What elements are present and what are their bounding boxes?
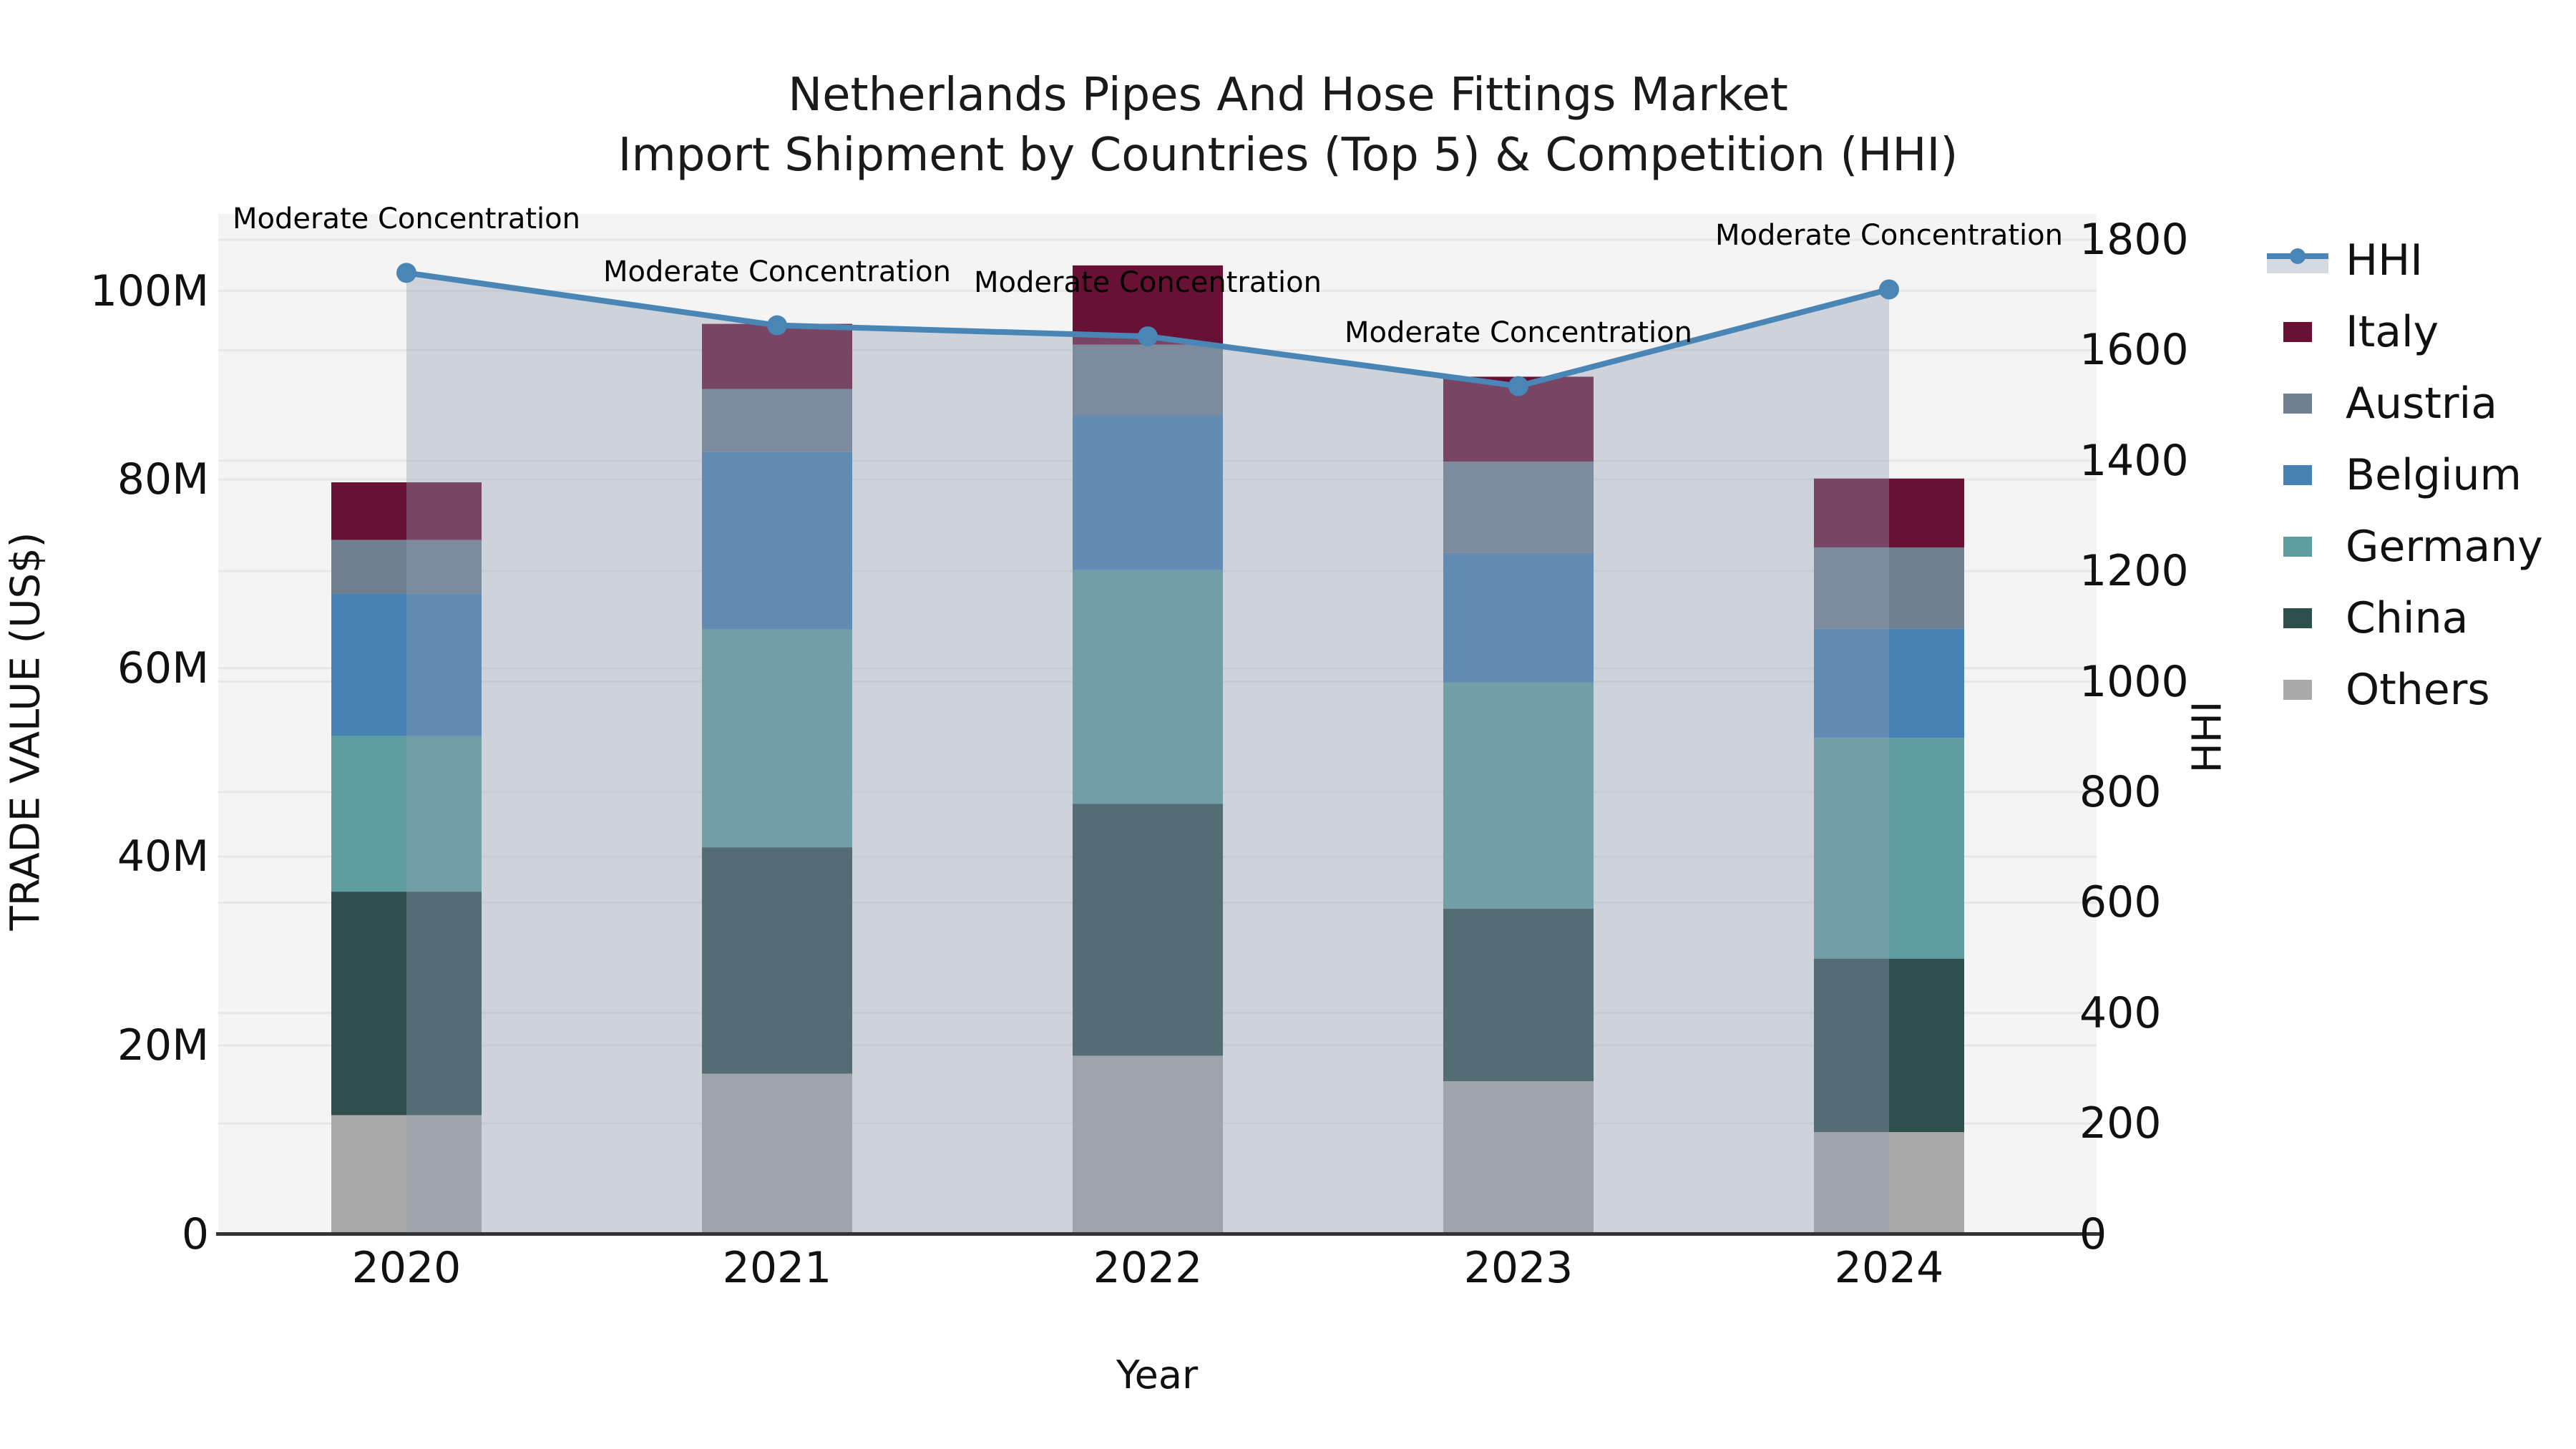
legend-swatch-italy xyxy=(2267,322,2328,342)
bar-segment-2022-austria xyxy=(1073,344,1223,416)
x-axis-spine xyxy=(216,1232,2100,1236)
color-swatch-icon xyxy=(2283,394,2312,414)
y-tick-right-200: 200 xyxy=(2079,1098,2162,1149)
bar-segment-2022-germany xyxy=(1073,570,1223,804)
y-tick-right-800: 800 xyxy=(2079,766,2162,817)
bar-segment-2024-austria xyxy=(1814,547,1964,629)
legend-item-hhi: HHI xyxy=(2267,225,2423,296)
y-tick-left-0: 0 xyxy=(181,1209,209,1259)
color-swatch-icon xyxy=(2283,322,2312,342)
y-tick-left-60M: 60M xyxy=(117,643,209,693)
x-axis-label: Year xyxy=(1116,1352,1199,1397)
legend-label-belgium: Belgium xyxy=(2346,450,2522,500)
legend-label-italy: Italy xyxy=(2346,307,2439,357)
chart-title-line1: Netherlands Pipes And Hose Fittings Mark… xyxy=(788,69,1788,122)
hhi-marker-2023 xyxy=(1508,376,1528,396)
legend-item-germany: Germany xyxy=(2267,511,2543,582)
bar-segment-2024-belgium xyxy=(1814,628,1964,738)
x-tick-2024: 2024 xyxy=(1834,1243,1944,1293)
annotation-2022: Moderate Concentration xyxy=(974,266,1322,300)
y-tick-right-1200: 1200 xyxy=(2079,546,2189,597)
color-swatch-icon xyxy=(2283,537,2312,557)
bar-segment-2023-belgium xyxy=(1443,552,1594,683)
bar-segment-2024-italy xyxy=(1814,478,1964,547)
legend-label-hhi: HHI xyxy=(2346,235,2423,286)
bar-segment-2024-others xyxy=(1814,1132,1964,1234)
bar-segment-2020-austria xyxy=(331,540,482,594)
legend-swatch-china xyxy=(2267,608,2328,628)
bar-segment-2021-germany xyxy=(702,629,852,848)
bar-segment-2021-china xyxy=(702,847,852,1074)
hhi-marker-icon xyxy=(2290,248,2306,264)
color-swatch-icon xyxy=(2283,680,2312,700)
bar-segment-2022-belgium xyxy=(1073,415,1223,570)
y-tick-right-1800: 1800 xyxy=(2079,215,2189,265)
y-tick-right-1600: 1600 xyxy=(2079,325,2189,376)
legend-label-germany: Germany xyxy=(2346,522,2543,572)
bar-segment-2021-belgium xyxy=(702,452,852,630)
y-tick-right-1000: 1000 xyxy=(2079,656,2189,707)
bar-segment-2021-others xyxy=(702,1073,852,1234)
bar-segment-2023-austria xyxy=(1443,462,1594,553)
y-tick-left-100M: 100M xyxy=(89,265,209,316)
bar-segment-2022-others xyxy=(1073,1055,1223,1234)
hhi-marker-2021 xyxy=(767,315,787,336)
y-tick-right-600: 600 xyxy=(2079,877,2162,928)
legend-swatch-belgium xyxy=(2267,465,2328,485)
bar-segment-2023-china xyxy=(1443,908,1594,1081)
y-tick-left-80M: 80M xyxy=(117,454,209,505)
annotation-2024: Moderate Concentration xyxy=(1715,219,2063,253)
hhi-marker-2020 xyxy=(396,263,416,283)
color-swatch-icon xyxy=(2283,465,2312,485)
legend-label-china: China xyxy=(2346,593,2469,643)
y-tick-left-20M: 20M xyxy=(117,1020,209,1070)
legend-label-austria: Austria xyxy=(2346,379,2497,429)
bar-segment-2020-others xyxy=(331,1115,482,1234)
legend-item-china: China xyxy=(2267,582,2468,654)
x-tick-2020: 2020 xyxy=(351,1243,462,1293)
hhi-marker-2024 xyxy=(1879,279,1899,300)
x-tick-2023: 2023 xyxy=(1463,1243,1574,1293)
legend-swatch-austria xyxy=(2267,394,2328,414)
bar-segment-2023-others xyxy=(1443,1080,1594,1234)
color-swatch-icon xyxy=(2283,608,2312,628)
bar-segment-2020-italy xyxy=(331,482,482,540)
annotation-2023: Moderate Concentration xyxy=(1345,316,1692,349)
legend-item-austria: Austria xyxy=(2267,368,2497,439)
bar-segment-2020-belgium xyxy=(331,593,482,736)
hhi-line-icon xyxy=(2267,248,2328,273)
bar-segment-2020-germany xyxy=(331,736,482,892)
bar-segment-2024-china xyxy=(1814,958,1964,1133)
x-tick-2022: 2022 xyxy=(1093,1243,1203,1293)
legend-swatch-others xyxy=(2267,680,2328,700)
y-tick-right-1400: 1400 xyxy=(2079,435,2189,486)
legend-item-italy: Italy xyxy=(2267,296,2439,368)
y-tick-left-40M: 40M xyxy=(117,831,209,882)
bar-segment-2022-china xyxy=(1073,804,1223,1056)
y-axis-label-right: HHI xyxy=(2184,701,2231,774)
y-tick-right-400: 400 xyxy=(2079,987,2162,1038)
bar-segment-2024-germany xyxy=(1814,738,1964,959)
hhi-marker-2022 xyxy=(1138,326,1158,347)
bar-segment-2021-austria xyxy=(702,389,852,452)
legend-item-belgium: Belgium xyxy=(2267,439,2522,511)
legend-label-others: Others xyxy=(2346,665,2490,715)
bar-segment-2020-china xyxy=(331,892,482,1116)
legend-item-others: Others xyxy=(2267,654,2490,726)
bar-segment-2023-germany xyxy=(1443,682,1594,909)
annotation-2020: Moderate Concentration xyxy=(233,203,580,236)
x-tick-2021: 2021 xyxy=(722,1243,832,1293)
hhi-area xyxy=(406,273,1889,1234)
chart-title-line2: Import Shipment by Countries (Top 5) & C… xyxy=(618,129,1958,182)
annotation-2021: Moderate Concentration xyxy=(603,255,951,288)
y-tick-right-0: 0 xyxy=(2079,1209,2107,1259)
legend-swatch-germany xyxy=(2267,537,2328,557)
